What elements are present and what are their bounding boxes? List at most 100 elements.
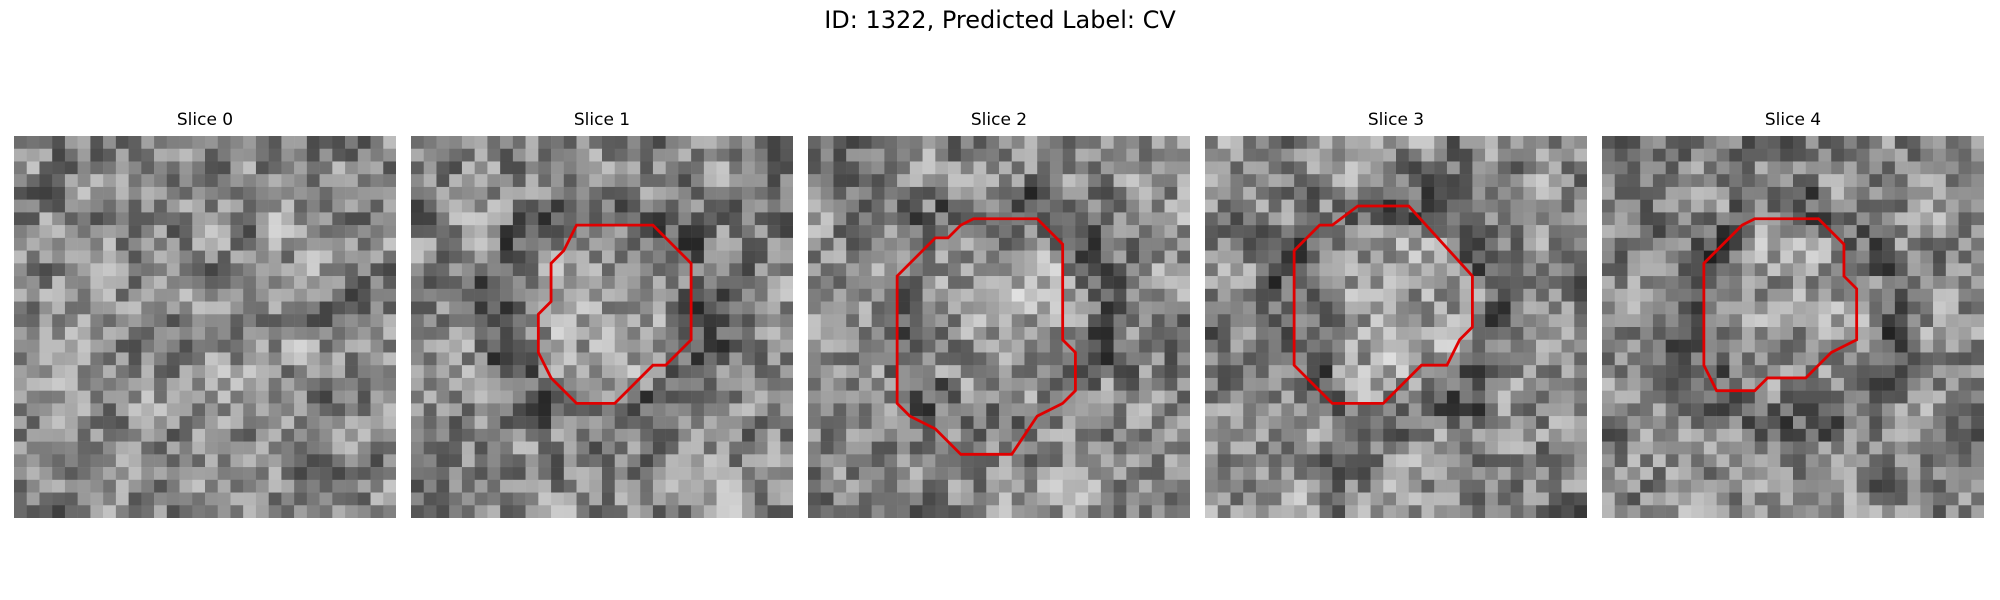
pixel [1729,441,1743,455]
pixel [500,148,514,162]
pixel [729,441,743,455]
pixel [999,327,1012,340]
pixel [26,174,40,188]
pixel [665,174,679,188]
pixel [1754,148,1768,162]
pixel [935,467,949,481]
pixel [1614,441,1628,455]
pixel [897,492,911,506]
pixel [217,301,231,315]
pixel [103,276,117,290]
pixel [243,365,257,379]
pixel [1357,492,1371,506]
pixel [115,428,129,442]
pixel [935,365,949,379]
pixel [1243,250,1257,264]
pixel [1281,212,1295,226]
pixel [1869,148,1883,162]
pixel [1818,161,1832,175]
figure-title: ID: 1322, Predicted Label: CV [824,6,1176,34]
pixel [1485,327,1499,340]
pixel [922,186,936,200]
pixel [1536,186,1550,200]
pixel [332,377,346,391]
pixel [589,377,603,391]
pixel [281,441,295,455]
pixel [1024,237,1038,251]
pixel [1472,479,1486,493]
pixel [780,403,793,417]
pixel [370,479,384,493]
pixel [1831,416,1845,430]
pixel [1614,428,1628,442]
pixel [846,225,860,239]
pixel [1805,441,1819,455]
pixel [1345,352,1359,366]
pixel [1678,136,1692,149]
pixel [1421,467,1435,481]
pixel [973,199,987,213]
pixel [436,250,450,264]
pixel [1602,225,1615,239]
pixel [500,136,514,149]
pixel [255,377,269,391]
pixel [319,276,333,290]
pixel [1268,492,1282,506]
pixel [52,237,66,251]
pixel [512,314,526,328]
pixel [1510,365,1524,379]
pixel [1024,161,1038,175]
pixel [1831,403,1845,417]
pixel [1831,174,1845,188]
pixel [884,467,898,481]
pixel [449,390,463,404]
pixel [1767,225,1781,239]
pixel [39,314,53,328]
pixel [729,250,743,264]
pixel [1729,212,1743,226]
pixel [1100,212,1114,226]
pixel [1933,492,1947,506]
pixel [1767,161,1781,175]
pixel [871,250,885,264]
pixel [652,428,666,442]
pixel [1856,186,1870,200]
pixel [103,161,117,175]
pixel [103,301,117,315]
pixel [1075,174,1089,188]
pixel [154,390,168,404]
pixel [1100,339,1114,353]
pixel [691,314,705,328]
pixel [411,339,424,353]
pixel [1421,352,1435,366]
pixel [1126,288,1140,302]
pixel [1281,441,1295,455]
pixel [640,403,654,417]
pixel [1703,428,1717,442]
pixel [1164,505,1178,518]
pixel [487,352,501,366]
pixel [1062,237,1076,251]
pixel [1396,454,1409,468]
pixel [1113,225,1127,239]
pixel [294,186,308,200]
pixel [1332,467,1346,481]
pixel [436,174,450,188]
pixel [1151,199,1165,213]
slice-image [1602,136,1984,518]
pixel [909,174,923,188]
pixel [411,428,424,442]
pixel [897,454,911,468]
pixel [538,454,552,468]
pixel [754,186,768,200]
pixel [1945,416,1959,430]
pixel [1843,467,1857,481]
pixel [1037,237,1051,251]
pixel [1920,136,1934,149]
pixel [576,225,590,239]
pixel [703,327,717,340]
pixel [1446,390,1460,404]
pixel [141,288,155,302]
pixel [1742,327,1756,340]
pixel [1510,263,1524,277]
